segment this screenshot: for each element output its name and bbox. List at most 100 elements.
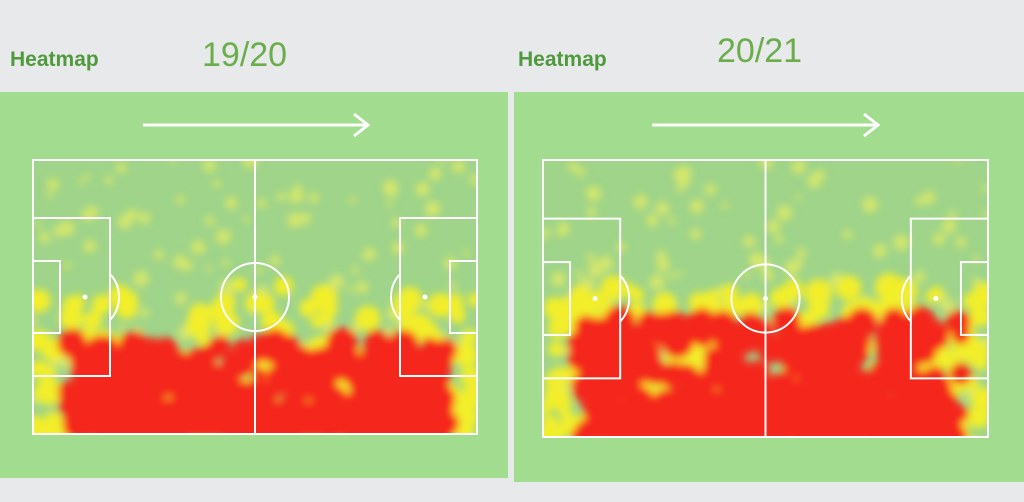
heat-spot — [169, 160, 176, 165]
penalty-spot — [82, 294, 88, 300]
heat-spot — [653, 323, 679, 349]
heat-spot — [40, 365, 57, 381]
heat-spot — [355, 280, 369, 294]
heat-spot — [720, 284, 739, 303]
heat-spot — [740, 292, 763, 316]
heat-spot — [299, 212, 312, 225]
heat-spot — [438, 160, 446, 165]
center-spot — [763, 296, 768, 301]
heat-spot — [117, 324, 126, 332]
heat-spot — [705, 289, 720, 305]
heat-spot — [70, 345, 102, 377]
heat-spot — [757, 334, 787, 364]
heat-spot — [329, 274, 345, 290]
panel-label: Heatmap — [518, 48, 607, 71]
heat-spot — [153, 249, 165, 260]
heat-spot — [33, 331, 52, 352]
heat-spot — [949, 362, 972, 385]
heat-spot — [550, 366, 567, 384]
goal-box — [449, 260, 478, 334]
heat-spot — [655, 201, 670, 216]
heat-spot — [798, 324, 828, 354]
heat-spot — [923, 366, 947, 389]
heat-spot — [275, 334, 301, 360]
heat-spot — [240, 359, 255, 375]
heat-spot — [340, 348, 361, 369]
heat-spot — [361, 337, 393, 369]
heat-spot — [776, 205, 793, 221]
heat-spot — [414, 223, 428, 237]
heat-spot — [33, 429, 49, 434]
heat-spot — [83, 310, 103, 330]
heat-spot — [640, 326, 660, 346]
arrow-head — [353, 112, 371, 138]
heat-spot — [921, 191, 936, 205]
heat-spot — [33, 386, 46, 399]
heat-spot — [355, 305, 381, 331]
heat-spot — [586, 207, 597, 218]
heat-spot — [774, 289, 792, 307]
heat-spot — [308, 192, 320, 203]
heat-spot — [104, 175, 114, 185]
heat-spot — [224, 376, 243, 395]
heat-spot — [454, 343, 477, 368]
heat-spot — [794, 378, 821, 405]
heat-spot — [139, 308, 150, 318]
heat-spot — [791, 160, 807, 175]
heat-spot — [348, 196, 357, 204]
heat-spot — [221, 258, 230, 267]
heat-spot — [269, 255, 281, 267]
heat-spot — [556, 230, 564, 238]
heat-spot — [232, 277, 247, 292]
heat-spot — [814, 169, 826, 181]
heat-spot — [225, 196, 238, 210]
heat-spot — [656, 258, 671, 272]
heat-spot — [719, 384, 738, 402]
heat-spot — [362, 247, 376, 262]
heat-spot — [138, 211, 151, 225]
heat-spot — [668, 272, 676, 280]
heat-spot — [893, 234, 910, 251]
heat-spot — [382, 179, 398, 195]
heat-spot — [982, 209, 988, 217]
penalty-arc — [619, 274, 631, 323]
heat-spot — [296, 367, 318, 389]
heat-spot — [196, 331, 210, 346]
heat-spot — [686, 322, 707, 344]
heat-spot — [554, 394, 572, 413]
header-bar — [0, 0, 1024, 92]
heat-spot — [58, 380, 82, 404]
arrow-head — [863, 112, 881, 138]
panel-label: Heatmap — [10, 48, 99, 71]
season: 20/21 — [717, 32, 802, 70]
heat-spot — [832, 373, 847, 388]
heat-spot — [38, 232, 51, 244]
pitch — [542, 112, 990, 438]
heat-spot — [295, 182, 302, 190]
heat-spot — [825, 354, 852, 381]
goal-box — [542, 261, 572, 336]
heat-spot — [176, 195, 186, 205]
goal-box — [32, 260, 61, 334]
heat-spot — [975, 358, 988, 371]
heat-spot — [778, 315, 798, 336]
heat-spot — [796, 247, 807, 258]
heat-spot — [574, 270, 583, 279]
heat-spot — [940, 299, 956, 314]
center-spot — [252, 294, 258, 300]
heat-spot — [602, 323, 634, 356]
heat-spot — [971, 387, 988, 411]
heat-spot — [676, 270, 683, 277]
heat-spot — [427, 200, 436, 210]
heat-spot — [835, 275, 862, 301]
heat-spot — [386, 201, 393, 208]
heat-spot — [793, 257, 804, 268]
pitches — [32, 112, 990, 438]
heat-spot — [689, 199, 704, 214]
heat-spot — [585, 185, 602, 202]
heat-spot — [61, 305, 80, 325]
heat-spot — [963, 292, 981, 310]
heat-spot — [673, 363, 697, 387]
center-circle — [730, 263, 801, 334]
